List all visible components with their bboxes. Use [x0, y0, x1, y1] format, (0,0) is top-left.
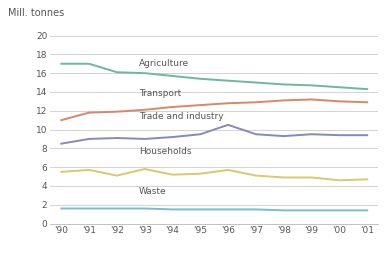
- Text: Waste: Waste: [139, 187, 167, 196]
- Text: Trade and industry: Trade and industry: [139, 112, 224, 121]
- Text: Transport: Transport: [139, 89, 181, 98]
- Text: Households: Households: [139, 147, 192, 156]
- Text: Mill. tonnes: Mill. tonnes: [8, 8, 64, 18]
- Text: Agriculture: Agriculture: [139, 58, 189, 68]
